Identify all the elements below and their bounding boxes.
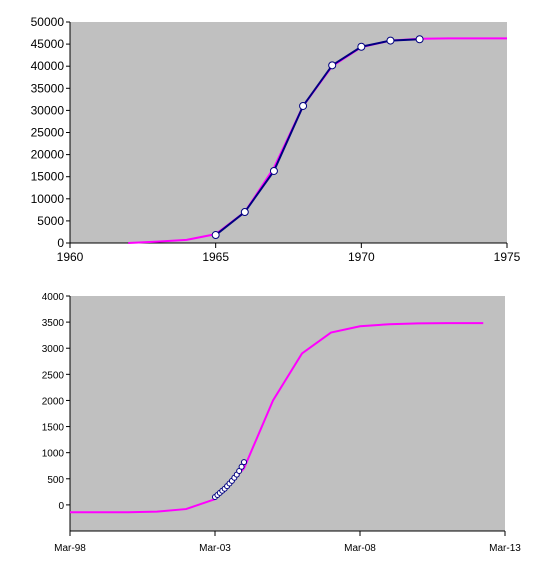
observed-point-1: [211, 231, 220, 240]
x-tick-label-2: Mar-03: [199, 543, 231, 554]
x-tick-label-1: 1965: [202, 250, 229, 264]
observed-line-1: [215, 38, 420, 236]
y-tick-label-2: 1500: [42, 423, 65, 434]
y-tick-label-2: 500: [47, 475, 64, 486]
y-tick-label-1: 35000: [31, 81, 65, 95]
y-tick-label-1: 15000: [31, 170, 65, 184]
plot-area-2: [70, 296, 505, 531]
observed-point-1: [357, 42, 366, 51]
y-tick-label-1: 20000: [31, 148, 65, 162]
y-tick-label-1: 50000: [31, 15, 65, 29]
y-tick-label-2: 2000: [42, 396, 65, 407]
y-tick-label-2: 3000: [42, 344, 65, 355]
y-tick-label-1: 40000: [31, 59, 65, 73]
x-tick-label-1: 1970: [348, 250, 375, 264]
plot-area-1: [70, 22, 507, 243]
observed-point-1: [328, 61, 337, 70]
observed-point-1: [240, 208, 249, 217]
x-tick-label-2: Mar-98: [54, 543, 86, 554]
y-tick-label-1: 45000: [31, 37, 65, 51]
y-tick-label-2: 1000: [42, 449, 65, 460]
observed-point-1: [269, 166, 278, 175]
y-tick-label-1: 25000: [31, 126, 65, 140]
y-tick-label-1: 0: [57, 236, 64, 250]
y-tick-label-2: 2500: [42, 370, 65, 381]
fitted-curve-2: [70, 322, 484, 514]
y-tick-label-1: 5000: [37, 214, 64, 228]
observed-point-1: [386, 36, 395, 45]
x-tick-label-1: 1960: [57, 250, 84, 264]
observed-point-1: [415, 35, 424, 44]
observed-point-1: [299, 101, 308, 110]
y-tick-label-2: 4000: [42, 292, 65, 303]
x-tick-label-2: Mar-13: [489, 543, 521, 554]
y-tick-label-1: 30000: [31, 103, 65, 117]
observed-point-2: [241, 459, 247, 466]
chart-1: 0 5000 10000 15000 20000 25000 30000 35000 40000…: [31, 15, 521, 264]
observed-point-2: [238, 463, 245, 470]
y-tick-label-2: 3500: [42, 318, 65, 329]
chart-2: 0 500 1000 1500 2000 2500 3000 3500 4000 Mar-98 Ma…: [42, 292, 522, 554]
x-tick-label-2: Mar-08: [344, 543, 376, 554]
y-tick-label-1: 10000: [31, 192, 65, 206]
x-tick-label-1: 1975: [494, 250, 521, 264]
y-tick-label-2: 0: [58, 501, 64, 512]
